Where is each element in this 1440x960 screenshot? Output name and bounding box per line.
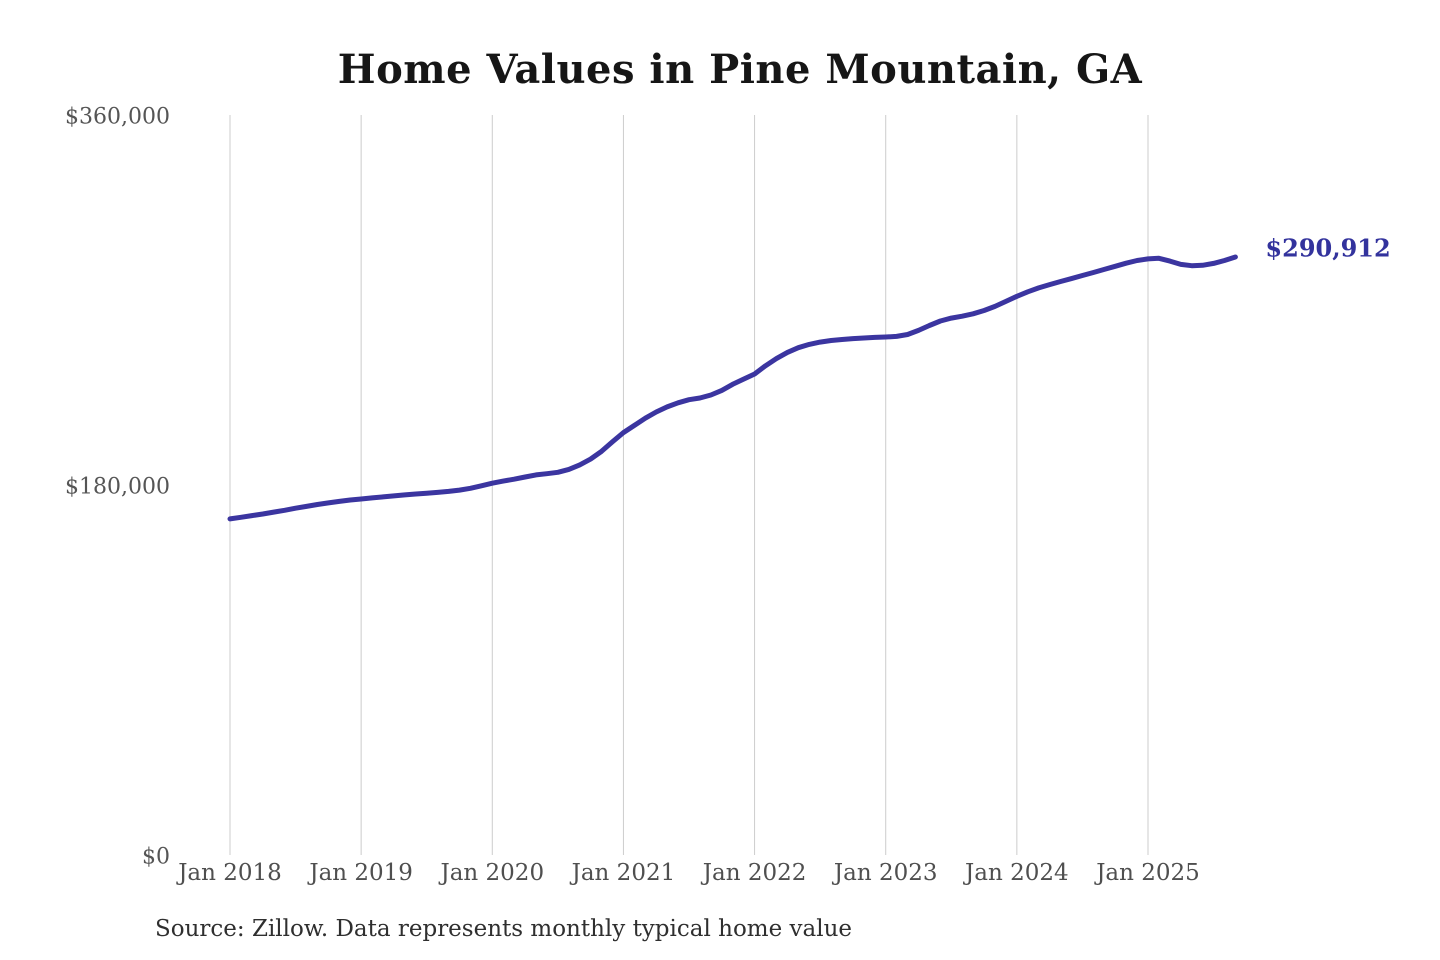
chart-title: Home Values in Pine Mountain, GA xyxy=(337,46,1143,93)
source-note: Source: Zillow. Data represents monthly … xyxy=(155,916,853,942)
year-gridlines xyxy=(229,115,1149,855)
x-tick-jan-2022: Jan 2022 xyxy=(702,860,807,886)
x-tick-jan-2018: Jan 2018 xyxy=(178,860,282,886)
x-tick-jan-2021: Jan 2021 xyxy=(571,860,676,886)
y-tick-180000: $180,000 xyxy=(65,474,170,500)
x-tick-jan-2019: Jan 2019 xyxy=(309,860,413,886)
x-tick-jan-2025: Jan 2025 xyxy=(1096,860,1200,886)
home-value-line xyxy=(227,254,1238,522)
x-tick-jan-2020: Jan 2020 xyxy=(440,860,545,886)
x-tick-jan-2023: Jan 2023 xyxy=(833,860,938,886)
y-tick-360000: $360,000 xyxy=(65,104,170,130)
x-tick-jan-2024: Jan 2024 xyxy=(965,860,1069,886)
latest-value-label: $290,912 xyxy=(1265,233,1391,263)
y-tick-0: $0 xyxy=(142,844,170,870)
